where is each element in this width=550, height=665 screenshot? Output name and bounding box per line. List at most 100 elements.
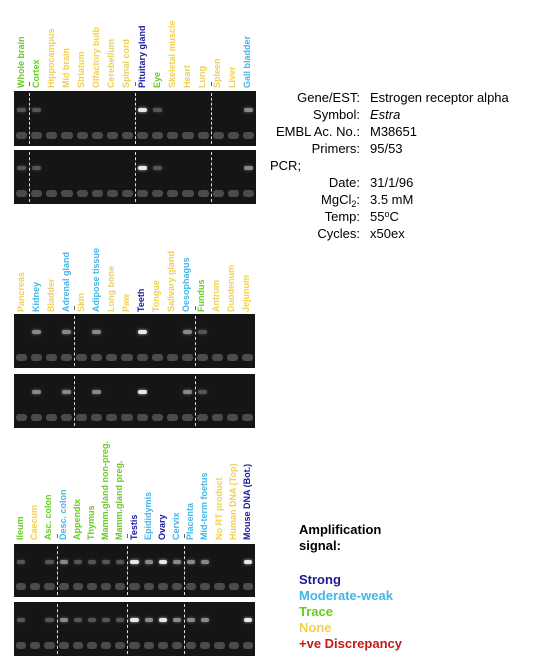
gel-band <box>144 560 153 564</box>
lane-label: Mid-term foetus <box>199 472 210 541</box>
lane-divider <box>29 152 31 202</box>
lane-label: Pituitary gland <box>136 25 147 88</box>
info-row-cycles: Cycles: x50ex <box>270 225 550 242</box>
symbol-label: Symbol: <box>313 107 360 122</box>
lane-divider <box>135 152 136 202</box>
gel-band <box>73 560 82 564</box>
gel-lane-baseline <box>76 414 88 421</box>
gel-band <box>17 166 27 170</box>
gel-lane-baseline <box>166 354 178 361</box>
gel-lane-baseline <box>121 190 133 197</box>
gel-band <box>59 560 68 564</box>
gel-lane-baseline <box>186 642 197 649</box>
info-row-embl: EMBL Ac. No.: M38651 <box>270 123 550 140</box>
gel-lane-baseline <box>61 414 73 421</box>
gel-lane-baseline <box>76 132 88 139</box>
lane-label: Kidney <box>30 281 41 312</box>
gel-lane-baseline <box>16 414 28 421</box>
gel-lane-baseline <box>16 642 27 649</box>
lane-labels-group-1: Whole brain Cortex Hippocampus Mid brain Str… <box>14 0 256 88</box>
gel-band <box>172 560 182 564</box>
gel-band <box>144 618 153 622</box>
gel-lane-baseline <box>46 132 58 139</box>
lane-label: Cortex <box>30 59 41 88</box>
gel-lane-baseline <box>152 190 164 197</box>
legend-item: +ve Discrepancy <box>299 636 402 651</box>
gel-lane-baseline <box>31 414 43 421</box>
lane-label: Hippocampus <box>45 28 56 88</box>
gel-lane-baseline <box>106 354 118 361</box>
cycles-value: x50ex <box>370 226 405 241</box>
lane-divider <box>127 546 129 595</box>
gel-band <box>137 390 147 394</box>
gel-band <box>153 166 163 170</box>
lane-divider <box>56 546 58 595</box>
gel-lane-baseline <box>197 132 209 139</box>
mgcl-label-main: MgCl <box>321 192 352 207</box>
gel-band <box>187 618 196 622</box>
lane-label: Duodenum <box>226 265 237 312</box>
gel-lane-baseline <box>151 354 163 361</box>
mgcl-label: MgCl2: <box>321 191 360 210</box>
gel-lane-baseline <box>228 642 239 649</box>
gel-lane-baseline <box>106 414 118 421</box>
gel-lane-baseline <box>72 642 83 649</box>
gel-band <box>138 108 148 112</box>
gel-band <box>243 108 253 112</box>
gel-band <box>243 560 252 564</box>
lane-label: Mamm.gland non-preg. <box>100 441 111 540</box>
gel-lane-baseline <box>212 132 224 139</box>
info-row-mgcl: MgCl2: 3.5 mM <box>270 191 550 210</box>
lane-label: Olfactory bulb <box>91 26 102 88</box>
gel-band <box>102 618 111 622</box>
gel-lane-baseline <box>211 414 223 421</box>
lane-label: Paw <box>120 293 131 312</box>
gel-lane-baseline <box>182 132 194 139</box>
gel-lane-baseline <box>121 132 133 139</box>
gel-lane-baseline <box>214 642 225 649</box>
lane-label: Ileum <box>15 516 26 540</box>
gel-lane-baseline <box>167 132 179 139</box>
lane-label: Caecum <box>29 504 40 540</box>
gel-band <box>32 330 42 334</box>
temp-value-degree: o <box>384 209 390 219</box>
gel-band <box>182 330 192 334</box>
gel-lane-baseline <box>181 354 193 361</box>
gel-band <box>45 560 54 564</box>
lane-label: Pancreas <box>15 271 26 312</box>
primers-label: Primers: <box>311 141 360 156</box>
gel-lane-baseline <box>76 354 88 361</box>
gel-band <box>187 560 196 564</box>
gel-band <box>45 618 54 622</box>
cycles-label: Cycles: <box>317 226 360 241</box>
lane-label: No RT product <box>213 477 224 541</box>
lane-label: Lung <box>197 66 208 88</box>
gel-lane-baseline <box>226 414 238 421</box>
gel-lane-baseline <box>101 583 112 590</box>
label-divider <box>210 82 212 86</box>
lane-label: Testis <box>128 514 139 540</box>
lane-divider <box>210 152 212 202</box>
lane-label: Liver <box>227 66 238 88</box>
gel-band <box>59 618 68 622</box>
lane-label: Thymus <box>85 505 96 540</box>
gel-lane-baseline <box>212 190 224 197</box>
gel-lane-baseline <box>137 190 149 197</box>
symbol-value: Estra <box>370 107 401 122</box>
lane-divider <box>194 376 196 426</box>
gel-lane-baseline <box>101 642 112 649</box>
gel-lane-baseline <box>129 642 140 649</box>
lane-label: Striatum <box>76 51 87 88</box>
lane-label: Asc. colon <box>43 494 54 540</box>
lane-label: Cervix <box>171 512 182 540</box>
gel-band <box>137 330 147 334</box>
label-divider <box>29 82 31 86</box>
gel-lane-baseline <box>227 132 239 139</box>
lane-label: Long bone <box>105 266 116 312</box>
gel-image-group-1-bottom <box>14 150 256 204</box>
gel-band <box>130 618 139 622</box>
gel-lane-baseline <box>91 190 103 197</box>
gel-lane-baseline <box>181 414 193 421</box>
gel-lane-baseline <box>137 132 149 139</box>
gel-band <box>32 166 42 170</box>
